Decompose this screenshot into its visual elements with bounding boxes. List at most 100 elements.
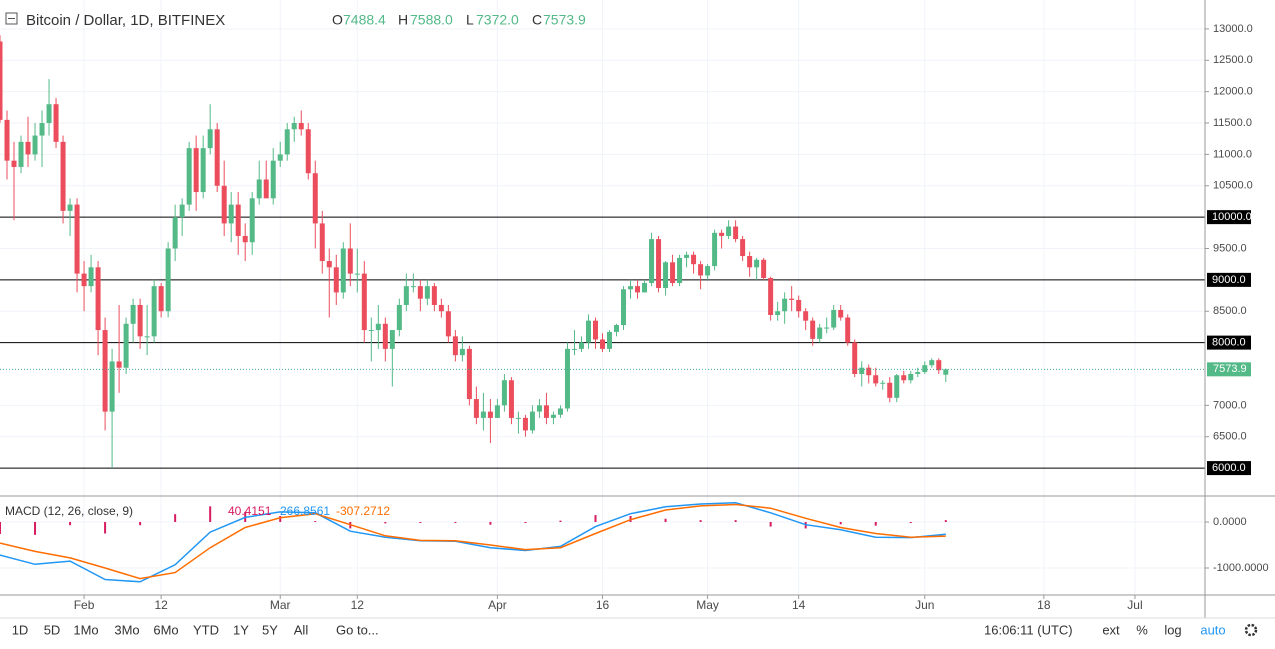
range-button[interactable]: 6Mo [153,622,178,637]
candle-body [25,141,31,155]
macd-histogram-bar [419,521,422,523]
y-tick-label: 8500.0 [1213,305,1247,317]
settings-icon[interactable] [1244,623,1258,637]
y-tick-label: 12500.0 [1213,54,1253,66]
option-button[interactable]: auto [1200,622,1225,637]
candle-body [922,365,928,373]
candle-body [60,141,66,211]
candle-body [445,311,451,337]
y-tick-label: 11000.0 [1213,148,1252,160]
candle-body [361,273,367,331]
candle-body [691,254,697,265]
range-button[interactable]: 5Y [262,622,278,637]
candle-body [754,259,760,268]
macd-line [0,503,946,580]
signal-value: -307.2712 [336,504,390,518]
macd-histogram-bar [314,521,317,523]
candle-body [319,223,325,262]
candle-body [375,323,381,331]
macd-histogram-bar [909,521,912,523]
y-tick-label: 10500.0 [1213,180,1253,192]
candle-body [172,217,178,249]
candle-body [123,323,129,368]
level-label: 9000.0 [1212,274,1246,286]
candle-body [487,411,493,418]
range-button[interactable]: YTD [193,622,219,637]
range-button[interactable]: 1D [12,622,29,637]
candle-body [887,382,893,398]
candle-body [396,304,402,331]
candle-body [515,417,521,419]
ohlc-letter: C [532,12,542,28]
candle-body [480,411,486,418]
macd-histogram-bar [734,520,737,522]
candle-body [424,286,430,299]
candle-body [88,267,94,287]
range-button[interactable]: 1Y [233,622,249,637]
candle-body [333,267,339,293]
macd-histogram-bar [384,521,387,524]
y-tick-label: 9500.0 [1213,242,1247,254]
candle-body [712,232,718,267]
candle-body [53,104,59,142]
candle-body [158,286,164,312]
candle-body [838,309,844,318]
candle-body [326,261,332,268]
candle-body [614,325,620,332]
candle-body [529,411,535,431]
candle-body [137,304,143,337]
level-label-bg [1207,461,1251,476]
candle-body [473,399,479,418]
candle-body [228,204,234,224]
candle-body [817,327,823,339]
candle-body [543,405,549,418]
candle-body [852,342,858,374]
y-tick-label: 12000.0 [1213,86,1253,98]
candle-body [221,185,227,224]
candle-body [845,317,851,343]
candle-body [782,298,788,312]
option-button[interactable]: log [1164,622,1181,637]
candle-body [894,375,900,398]
ohlc-value: 7488.4 [343,12,386,28]
candle-body [193,148,199,193]
macd-histogram-bar [0,521,1,534]
level-label: 8000.0 [1212,337,1246,349]
candle-body [494,405,500,418]
range-button[interactable]: All [294,622,309,637]
candle-body [698,264,704,276]
goto-button[interactable]: Go to... [336,622,379,637]
candle-body [151,286,157,337]
level-label: 10000.0 [1212,211,1252,223]
x-tick-label: 16 [596,598,610,612]
x-tick-label: 12 [351,598,365,612]
y-tick-label: 7000.0 [1213,399,1247,411]
candle-body [116,361,122,368]
candle-body [929,360,935,366]
macd-value: -266.8561 [276,504,330,518]
candle-body [726,226,732,236]
collapse-icon[interactable] [5,12,18,25]
option-button[interactable]: ext [1102,622,1120,637]
candle-body [256,179,262,199]
candle-body [4,119,10,161]
macd-histogram-bar [139,521,142,526]
macd-histogram-bar [559,520,562,522]
range-button[interactable]: 1Mo [73,622,98,637]
range-button[interactable]: 3Mo [114,622,139,637]
ohlc-value: 7372.0 [476,12,519,28]
macd-histogram-bar [489,521,492,525]
candle-body [628,286,634,290]
option-button[interactable]: % [1136,622,1148,637]
candle-body [761,259,767,278]
candle-body [74,204,80,274]
macd-y-tick-label: 0.0000 [1213,516,1247,528]
candle-body [585,320,591,343]
macd-title: MACD (12, 26, close, 9) [5,504,133,518]
candle-body [11,160,17,167]
candle-body [880,382,886,384]
candle-body [144,336,150,338]
macd-histogram-bar [944,520,947,522]
candle-body [354,273,360,275]
range-button[interactable]: 5D [44,622,61,637]
